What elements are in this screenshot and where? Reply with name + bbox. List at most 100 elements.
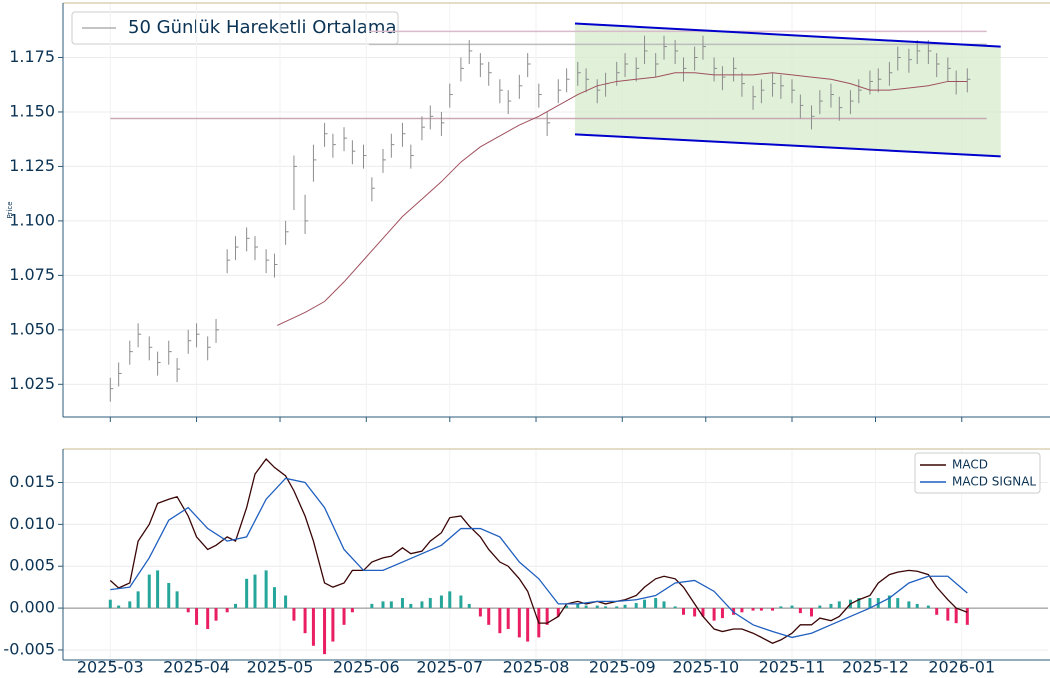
histogram-bar [448, 591, 452, 609]
histogram-bar [896, 598, 900, 609]
histogram-bar [253, 574, 257, 609]
y-tick-label: 1.025 [9, 374, 55, 393]
histogram-bar [946, 608, 950, 621]
histogram-bar [370, 603, 374, 609]
histogram-bar [409, 603, 413, 609]
histogram-bar [526, 608, 530, 642]
histogram-bar [926, 605, 930, 609]
x-tick-label: 2025-09 [589, 658, 656, 677]
legend-label: MACD [952, 458, 988, 472]
macd-line [110, 477, 968, 639]
histogram-bar [147, 574, 151, 609]
histogram-bar [234, 603, 238, 609]
x-tick-label: 2026-01 [928, 658, 995, 677]
histogram-bar [487, 608, 491, 625]
x-tick-label: 2025-10 [672, 658, 739, 677]
histogram-bar [225, 608, 229, 613]
y-tick-label: -0.005 [3, 639, 55, 658]
histogram-bar [117, 605, 121, 609]
x-tick-label: 2025-06 [333, 658, 400, 677]
histogram-bar [108, 599, 112, 609]
histogram-bar [136, 591, 140, 609]
x-tick-label: 2025-11 [759, 658, 826, 677]
histogram-bar [681, 608, 685, 615]
histogram-bar [245, 578, 249, 609]
channel-line [574, 22, 1001, 48]
histogram-bar [272, 587, 276, 609]
histogram-bar [420, 601, 424, 609]
histogram-bar [428, 598, 432, 609]
histogram-bar [779, 606, 783, 609]
histogram-bar [868, 598, 872, 609]
histogram-bar [545, 608, 549, 625]
histogram-bar [965, 608, 969, 625]
x-tick-label: 2025-12 [842, 658, 909, 677]
histogram-bar [576, 603, 580, 609]
legend-label: 50 Günlük Hareketli Ortalama [128, 17, 396, 38]
histogram-bar [662, 601, 666, 609]
histogram-bar [381, 601, 385, 609]
histogram-bar [798, 608, 802, 614]
histogram-bar [556, 608, 560, 617]
histogram-bar [829, 603, 833, 609]
histogram-bar [156, 570, 160, 609]
histogram-bar [915, 603, 919, 609]
x-tick-label: 2025-03 [77, 658, 144, 677]
histogram-bar [565, 605, 569, 609]
histogram-bar [400, 598, 404, 609]
histogram-bar [634, 603, 638, 609]
y-tick-label: 1.075 [9, 265, 55, 284]
y-tick-label: 1.125 [9, 156, 55, 175]
y-tick-label: 0.005 [9, 556, 55, 575]
y-tick-label: 1.100 [9, 210, 55, 229]
histogram-bar [809, 608, 813, 617]
moving-average [277, 72, 968, 326]
macd-line [109, 458, 968, 644]
histogram-bar [167, 582, 171, 609]
histogram-bar [284, 595, 288, 609]
histogram-bar [604, 606, 608, 609]
y-tick-label: 1.175 [9, 47, 55, 66]
histogram-bar [517, 608, 521, 638]
y-tick-label: 0.015 [9, 472, 55, 491]
histogram-bar [186, 608, 190, 613]
y-tick-label: 0.000 [9, 598, 55, 617]
histogram-bar [506, 608, 510, 630]
x-tick-label: 2025-05 [247, 658, 314, 677]
histogram-bar [195, 608, 199, 625]
histogram-bar [623, 604, 627, 609]
y-tick-label: 1.150 [9, 101, 55, 120]
legend-box [914, 452, 1041, 494]
x-tick-label: 2025-07 [416, 658, 483, 677]
histogram-bar [759, 608, 763, 611]
histogram-bar [303, 608, 307, 634]
channel-line [574, 133, 1001, 158]
legend-label: MACD SIGNAL [952, 475, 1036, 489]
x-tick-label: 2025-04 [163, 658, 230, 677]
histogram-bar [128, 601, 132, 609]
histogram-bar [751, 608, 755, 611]
histogram-bar [615, 606, 619, 609]
histogram-bar [818, 605, 822, 609]
histogram-bar [389, 601, 393, 609]
histogram-bar [459, 595, 463, 609]
histogram-bar [740, 608, 744, 613]
x-tick-label: 2025-08 [503, 658, 570, 677]
histogram-bar [712, 608, 716, 621]
histogram-bar [439, 595, 443, 609]
histogram-bar [595, 605, 599, 609]
histogram-bar [643, 599, 647, 609]
histogram-bar [790, 605, 794, 609]
histogram-bar [175, 591, 179, 609]
histogram-bar [701, 608, 705, 617]
histogram-bar [954, 608, 958, 624]
histogram-bar [350, 608, 354, 613]
histogram-bar [323, 608, 327, 655]
histogram-bar [331, 608, 335, 642]
histogram-bar [771, 608, 775, 611]
histogram-bar [837, 601, 841, 609]
histogram-bar [264, 570, 268, 609]
histogram-bar [693, 608, 697, 617]
histogram-bar [206, 608, 210, 630]
